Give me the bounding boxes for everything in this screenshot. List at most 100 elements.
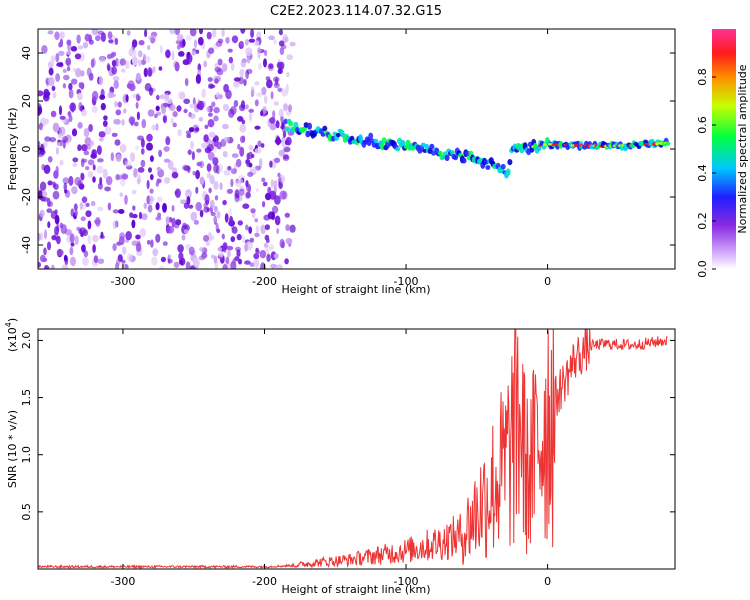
- noise-speckle: [59, 61, 64, 68]
- noise-speckle: [43, 229, 48, 240]
- noise-speckle: [227, 48, 233, 53]
- noise-speckle: [47, 201, 54, 207]
- noise-speckle: [114, 100, 118, 108]
- noise-speckle: [115, 109, 122, 116]
- ridge-blob: [395, 147, 401, 152]
- noise-speckle: [59, 31, 65, 39]
- noise-speckle: [108, 39, 114, 44]
- noise-speckle: [155, 105, 160, 112]
- noise-speckle: [121, 259, 126, 264]
- noise-speckle: [283, 146, 291, 153]
- noise-speckle: [214, 63, 219, 68]
- noise-speckle: [147, 67, 153, 77]
- noise-speckle: [236, 158, 242, 168]
- noise-speckle: [44, 265, 50, 269]
- noise-speckle: [148, 167, 152, 173]
- noise-speckle: [185, 51, 190, 62]
- noise-speckle: [72, 162, 78, 167]
- noise-speckle: [50, 55, 56, 64]
- noise-speckle: [212, 157, 219, 166]
- noise-speckle: [264, 224, 270, 231]
- noise-speckle: [141, 213, 148, 221]
- noise-speckle: [143, 202, 148, 209]
- noise-speckle: [248, 226, 253, 234]
- ridge-blob: [444, 154, 450, 161]
- noise-speckle: [281, 122, 285, 127]
- noise-speckle: [222, 103, 230, 112]
- noise-speckle: [206, 106, 211, 113]
- noise-speckle: [213, 163, 219, 174]
- noise-speckle: [203, 234, 209, 242]
- noise-speckle: [209, 175, 215, 185]
- noise-speckle: [266, 253, 271, 262]
- ridge-blob: [284, 126, 290, 132]
- noise-speckle: [245, 224, 249, 231]
- noise-speckle: [217, 58, 223, 66]
- noise-speckle: [187, 149, 192, 155]
- noise-speckle: [76, 226, 81, 231]
- noise-speckle: [126, 30, 131, 36]
- noise-speckle: [72, 67, 77, 72]
- noise-speckle: [239, 104, 246, 112]
- noise-speckle: [210, 199, 215, 209]
- noise-speckle: [189, 113, 196, 119]
- noise-speckle: [119, 232, 126, 240]
- colorbar-ticks: 0.0 0.2 0.4 0.6 0.8: [696, 68, 716, 278]
- colorbar-tick-label: 0.0: [696, 260, 709, 278]
- noise-speckle: [156, 196, 163, 203]
- noise-speckle: [137, 59, 142, 67]
- noise-speckle: [62, 83, 66, 89]
- noise-speckle: [217, 247, 222, 252]
- noise-speckle: [161, 106, 167, 115]
- noise-speckle: [100, 102, 106, 111]
- noise-speckle: [253, 258, 260, 268]
- noise-speckle: [276, 228, 280, 235]
- noise-speckle: [128, 48, 133, 57]
- noise-speckle: [236, 233, 242, 241]
- noise-speckle: [135, 102, 139, 109]
- noise-speckle: [39, 254, 46, 263]
- noise-speckle: [194, 127, 200, 132]
- noise-speckle: [147, 204, 153, 213]
- noise-speckle: [270, 179, 274, 188]
- ridge-blob: [429, 143, 435, 150]
- noise-speckle: [222, 123, 229, 130]
- noise-speckle: [131, 213, 138, 219]
- noise-speckle: [281, 190, 288, 200]
- noise-speckle: [253, 40, 260, 47]
- noise-speckle: [46, 208, 53, 214]
- noise-speckle: [44, 118, 49, 125]
- noise-speckle: [157, 212, 162, 218]
- noise-speckle: [84, 33, 91, 42]
- noise-speckle: [207, 119, 215, 128]
- noise-speckle: [254, 232, 260, 238]
- y-tick-label: -40: [20, 236, 33, 254]
- noise-speckle: [196, 148, 202, 153]
- noise-speckle: [239, 123, 247, 133]
- noise-speckle: [143, 67, 148, 78]
- ridge-blob: [335, 132, 341, 138]
- noise-speckle: [85, 210, 92, 218]
- snr-x-axis-label: Height of straight line (km): [281, 583, 430, 596]
- noise-speckle: [46, 92, 50, 98]
- noise-speckle: [64, 189, 68, 194]
- noise-speckle: [129, 212, 134, 218]
- noise-speckle: [112, 209, 120, 214]
- noise-speckle: [44, 136, 51, 142]
- noise-speckle: [199, 247, 205, 252]
- noise-speckle: [138, 40, 145, 46]
- x-tick-label: -300: [110, 575, 135, 588]
- noise-speckle: [260, 224, 266, 235]
- noise-speckle: [79, 227, 87, 235]
- noise-speckle: [77, 92, 83, 101]
- noise-speckle: [222, 151, 228, 158]
- noise-speckle: [162, 202, 167, 213]
- noise-speckle: [125, 60, 130, 70]
- noise-speckle: [103, 115, 108, 121]
- noise-speckle: [269, 160, 273, 168]
- noise-speckle: [254, 125, 261, 130]
- noise-speckle: [118, 209, 125, 214]
- noise-speckle: [185, 35, 192, 41]
- ridge-blob: [453, 154, 459, 161]
